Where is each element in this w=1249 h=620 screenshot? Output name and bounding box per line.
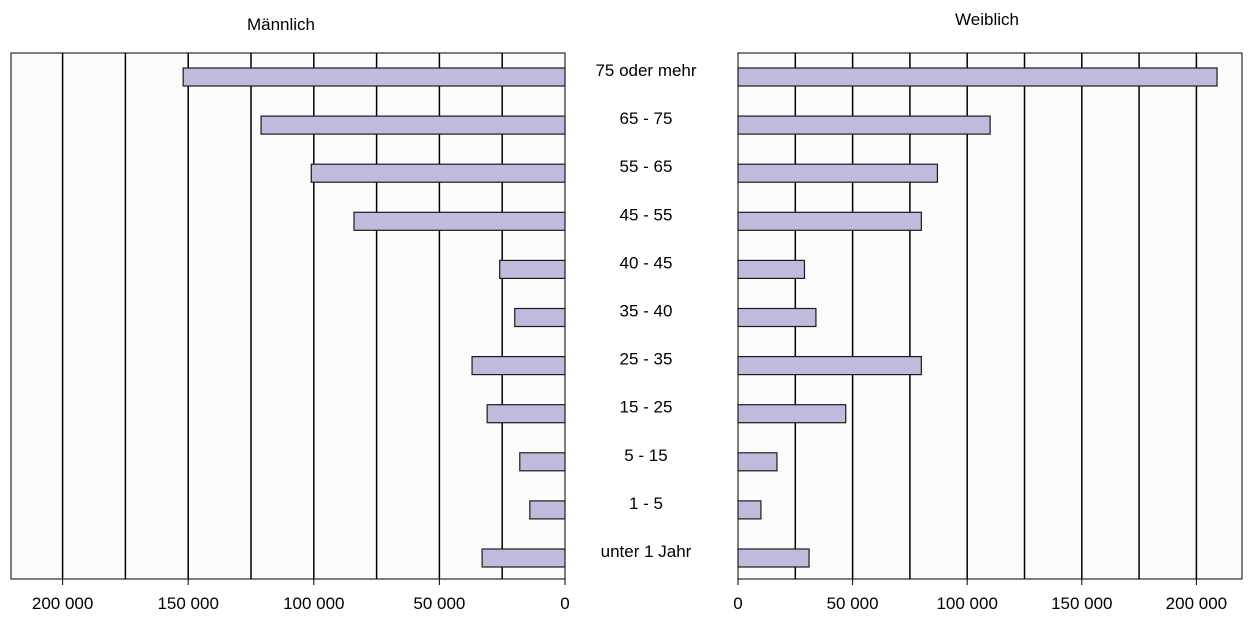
left-tick-label: 200 000: [32, 594, 93, 613]
right-panel-title: Weiblich: [955, 10, 1019, 29]
right-tick-label: 200 000: [1166, 594, 1227, 613]
category-label: 45 - 55: [620, 205, 673, 224]
left-tick-label: 150 000: [157, 594, 218, 613]
left-tick-label: 100 000: [283, 594, 344, 613]
bar-female: [737, 259, 806, 279]
category-label: 5 - 15: [624, 446, 667, 465]
right-tick-labels: 0 50 000 100 000 150 000 200 000: [733, 579, 1227, 613]
bar-female: [737, 115, 991, 135]
bar-female: [737, 163, 939, 183]
bar-female: [737, 452, 778, 472]
bar-male: [486, 404, 566, 424]
left-plot-area: [10, 52, 566, 580]
left-bars: [182, 67, 566, 568]
right-panel: 0 50 000 100 000 150 000 200 000 Weiblich: [733, 10, 1243, 613]
category-labels: 75 oder mehr 65 - 75 55 - 65 45 - 55 40 - 45…: [595, 61, 696, 561]
category-label: unter 1 Jahr: [601, 542, 692, 561]
right-gridlines: [794, 53, 1198, 579]
right-tick-label: 100 000: [936, 594, 997, 613]
right-bars: [737, 67, 1218, 568]
category-label: 40 - 45: [620, 253, 673, 272]
left-panel-title: Männlich: [247, 15, 315, 34]
bar-female: [737, 356, 922, 376]
category-label: 35 - 40: [620, 302, 673, 321]
bar-male: [471, 356, 566, 376]
right-plot-area: [737, 52, 1243, 580]
bar-male: [519, 452, 566, 472]
category-label: 15 - 25: [620, 398, 673, 417]
bar-male: [260, 115, 566, 135]
category-label: 25 - 35: [620, 350, 673, 369]
left-gridlines: [61, 53, 503, 579]
bar-female: [737, 500, 762, 520]
category-label: 75 oder mehr: [595, 61, 696, 80]
bar-male: [481, 548, 566, 568]
category-label: 55 - 65: [620, 157, 673, 176]
bar-female: [737, 404, 847, 424]
bar-male: [514, 307, 566, 328]
bar-male: [182, 67, 566, 87]
left-tick-label: 50 000: [413, 594, 465, 613]
left-tick-labels: 200 000 150 000 100 000 50 000 0: [32, 579, 570, 613]
bar-female: [737, 548, 810, 568]
bar-male: [499, 259, 566, 279]
left-tick-label: 0: [560, 594, 569, 613]
right-tick-label: 50 000: [827, 594, 879, 613]
category-label: 65 - 75: [620, 109, 673, 128]
category-label: 1 - 5: [629, 494, 663, 513]
bar-male: [310, 163, 566, 183]
bar-female: [737, 211, 922, 231]
bar-male: [353, 211, 566, 231]
bar-female: [737, 307, 817, 328]
right-tick-label: 0: [733, 594, 742, 613]
right-tick-label: 150 000: [1051, 594, 1112, 613]
bar-male: [529, 500, 566, 520]
left-panel: 200 000 150 000 100 000 50 000 0 Männlich: [10, 15, 570, 613]
bar-female: [737, 67, 1218, 87]
